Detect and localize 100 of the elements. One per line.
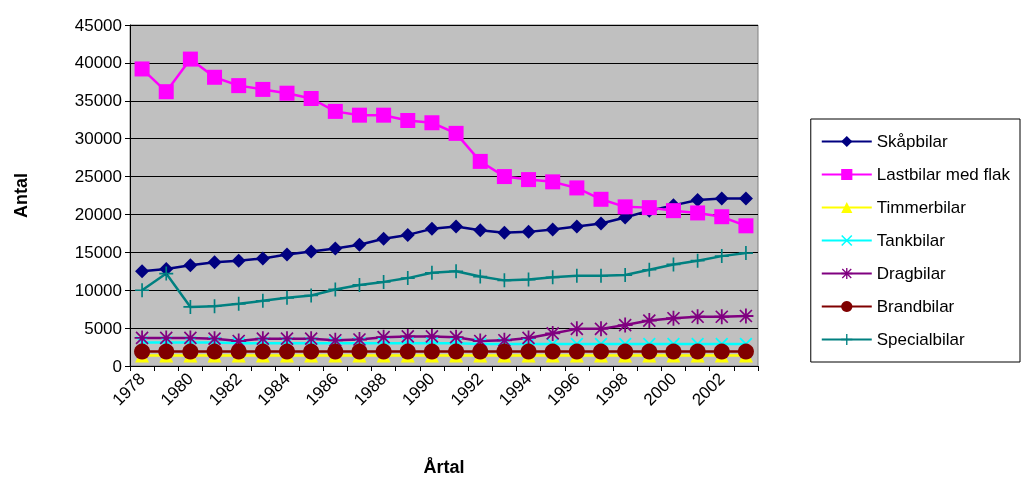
- point: [158, 343, 175, 360]
- point: [255, 251, 270, 266]
- point: [207, 69, 223, 85]
- point: [714, 249, 729, 264]
- point: [400, 227, 415, 242]
- point: [303, 331, 319, 347]
- point: [690, 205, 706, 221]
- point: [158, 330, 174, 346]
- point: [376, 231, 391, 246]
- point: [689, 343, 706, 360]
- point: [135, 264, 150, 279]
- point: [279, 85, 295, 101]
- point: [569, 180, 585, 196]
- point: [352, 237, 367, 252]
- point: [738, 308, 754, 324]
- point: [424, 221, 439, 236]
- point: [352, 277, 367, 292]
- point: [376, 274, 391, 289]
- point: [690, 253, 705, 268]
- point: [449, 264, 464, 279]
- point: [545, 222, 560, 237]
- y-tick-label: 0: [112, 356, 122, 376]
- point: [568, 343, 585, 360]
- point: [473, 223, 488, 238]
- point: [328, 282, 343, 297]
- point: [255, 331, 271, 347]
- point: [594, 216, 608, 231]
- y-tick-label: 40000: [74, 53, 122, 73]
- point: [714, 191, 729, 206]
- point: [231, 253, 246, 268]
- point: [520, 343, 537, 360]
- point: [183, 258, 198, 273]
- y-tick-label: 25000: [74, 167, 122, 187]
- point: [351, 343, 368, 360]
- point: [472, 343, 489, 360]
- point: [279, 343, 295, 360]
- point: [303, 343, 320, 360]
- point: [231, 78, 247, 94]
- point: [448, 329, 464, 345]
- y-tick-label: 10000: [74, 280, 122, 300]
- point: [545, 270, 560, 285]
- y-axis-title: Antal: [11, 173, 31, 218]
- point: [207, 255, 222, 270]
- point: [351, 107, 367, 123]
- point: [690, 193, 705, 208]
- point: [182, 51, 198, 67]
- point: [255, 293, 270, 308]
- point: [544, 343, 561, 360]
- point: [521, 172, 537, 188]
- point: [569, 219, 584, 234]
- point: [376, 107, 392, 123]
- point: [617, 343, 634, 360]
- point: [713, 343, 730, 360]
- point: [135, 283, 150, 298]
- point: [280, 247, 294, 262]
- legend-label: Lastbilar med flak: [876, 165, 1011, 184]
- point: [424, 115, 440, 131]
- point: [738, 246, 753, 261]
- point: [375, 343, 392, 360]
- point: [737, 343, 754, 360]
- point: [617, 199, 633, 215]
- y-tick-label: 35000: [74, 91, 122, 111]
- point: [714, 209, 730, 225]
- point: [134, 343, 151, 360]
- point: [304, 288, 319, 303]
- point: [496, 169, 512, 185]
- point: [690, 309, 706, 325]
- point: [593, 343, 609, 360]
- point: [134, 330, 150, 346]
- legend-label: Tankbilar: [876, 231, 946, 250]
- y-tick-label: 20000: [74, 204, 122, 224]
- legend-label: Skåpbilar: [876, 132, 948, 151]
- point: [400, 271, 415, 286]
- point: [206, 343, 223, 360]
- legend-label: Specialbilar: [876, 330, 965, 349]
- y-tick-label: 30000: [74, 129, 122, 149]
- legend-label: Timmerbilar: [876, 198, 967, 217]
- point: [304, 244, 319, 259]
- point: [328, 241, 343, 256]
- y-tick-label: 5000: [84, 318, 122, 338]
- x-axis-title: Årtal: [423, 457, 465, 477]
- point: [449, 219, 464, 234]
- legend-label: Dragbilar: [876, 264, 947, 283]
- point: [665, 203, 681, 219]
- point: [159, 266, 174, 281]
- point: [593, 191, 609, 207]
- y-tick-label: 15000: [74, 242, 122, 262]
- point: [376, 329, 392, 345]
- point: [448, 343, 465, 360]
- point: [280, 290, 294, 305]
- point: [496, 343, 513, 360]
- point: [182, 343, 199, 360]
- point: [665, 343, 682, 360]
- point: [473, 269, 488, 284]
- point: [254, 343, 271, 360]
- point: [545, 174, 561, 190]
- point: [593, 321, 609, 337]
- point: [158, 84, 174, 100]
- y-tick-label: 45000: [74, 15, 122, 35]
- point: [714, 309, 730, 325]
